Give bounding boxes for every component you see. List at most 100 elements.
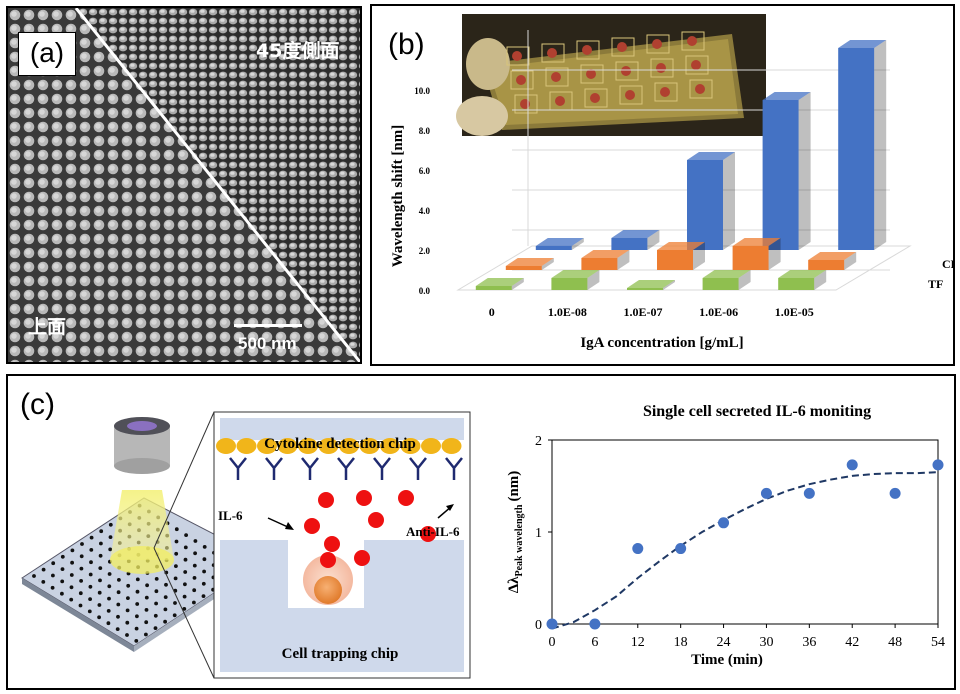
svg-text:ΔλPeak wavelength(nm): ΔλPeak wavelength(nm) bbox=[506, 471, 525, 594]
chip-hole bbox=[135, 589, 140, 594]
bar-iga bbox=[535, 238, 584, 250]
chip-hole bbox=[202, 569, 207, 574]
bar-tf bbox=[627, 280, 675, 290]
antibody bbox=[409, 457, 427, 480]
chip-hole bbox=[89, 560, 93, 565]
chip-hole bbox=[135, 614, 139, 619]
scale-bar-label: 500 nm bbox=[238, 334, 297, 353]
chip-hole bbox=[163, 595, 168, 599]
chip-hole bbox=[174, 527, 179, 532]
chip-hole bbox=[163, 607, 168, 612]
chip-hole bbox=[125, 608, 130, 613]
data-point bbox=[889, 487, 901, 499]
chip-hole bbox=[173, 601, 177, 605]
chip-hole bbox=[192, 600, 196, 605]
bar-crp bbox=[732, 238, 781, 270]
chip-hole bbox=[78, 603, 83, 608]
x-tick-label: 0 bbox=[489, 305, 495, 319]
chip-hole bbox=[32, 574, 36, 578]
bottom-chip-label: Cell trapping chip bbox=[281, 646, 399, 662]
chip-hole bbox=[126, 596, 130, 600]
gold-nanoparticle bbox=[380, 438, 400, 454]
data-point bbox=[589, 618, 601, 630]
chip-hole bbox=[70, 548, 75, 553]
bar-crp bbox=[505, 258, 554, 270]
chip-hole bbox=[125, 620, 130, 625]
chip-hole bbox=[192, 563, 197, 568]
objective-lens bbox=[114, 417, 170, 474]
gold-nanoparticle bbox=[318, 438, 339, 454]
chip-hole bbox=[97, 615, 101, 620]
chip-hole bbox=[97, 603, 102, 607]
chip-hole bbox=[41, 580, 46, 584]
chip-photo bbox=[456, 14, 766, 136]
chip-hole bbox=[134, 639, 139, 643]
chip-hole bbox=[154, 589, 159, 594]
photo-spot bbox=[652, 39, 662, 49]
photo-cell bbox=[510, 70, 534, 90]
il6-label: IL-6 bbox=[218, 508, 243, 523]
il6-molecule bbox=[304, 518, 320, 534]
x-tick-label: 12 bbox=[631, 635, 645, 650]
x-tick-label: 6 bbox=[591, 635, 598, 650]
chip-hole bbox=[135, 602, 140, 606]
bar-tf bbox=[778, 270, 827, 290]
antibody bbox=[445, 457, 463, 480]
chip-hole bbox=[163, 619, 168, 624]
chip-hole bbox=[192, 588, 197, 593]
chip-hole bbox=[69, 573, 74, 577]
chip-hole bbox=[116, 614, 120, 619]
chip-hole bbox=[60, 554, 65, 559]
chip-hole bbox=[99, 529, 104, 534]
gold-nanoparticle bbox=[257, 438, 277, 454]
chip-hole bbox=[98, 578, 102, 583]
chip-hole bbox=[60, 567, 65, 571]
bar-iga bbox=[762, 92, 811, 250]
chip-hole bbox=[126, 583, 131, 588]
panel-c-label: (c) bbox=[20, 388, 55, 421]
x-tick-label: 18 bbox=[674, 635, 688, 650]
photo-cell bbox=[506, 46, 530, 66]
x-tick-label: 1.0E-07 bbox=[624, 305, 663, 319]
photo-cell bbox=[685, 55, 709, 75]
bar-crp bbox=[581, 250, 630, 270]
x-tick-label: 54 bbox=[931, 635, 945, 650]
chip-hole bbox=[154, 601, 159, 606]
antibody bbox=[337, 457, 355, 480]
x-tick-label: 30 bbox=[759, 635, 773, 650]
data-point bbox=[760, 487, 772, 499]
gold-nanoparticle bbox=[421, 438, 441, 454]
y-tick-label: 2.0 bbox=[419, 246, 431, 256]
x-axis-title: Time (min) bbox=[691, 652, 763, 668]
il6-scatter-chart: Single cell secreted IL-6 moniting Time … bbox=[506, 403, 945, 668]
chip-hole bbox=[99, 541, 103, 546]
chip-hole bbox=[201, 581, 206, 586]
data-point bbox=[803, 487, 815, 499]
chip-hole bbox=[153, 613, 158, 618]
il6-molecule bbox=[398, 490, 414, 506]
photo-spot bbox=[691, 60, 701, 70]
y-tick-label: 0 bbox=[535, 618, 542, 633]
photo-spot bbox=[586, 69, 596, 79]
photo-cell bbox=[584, 88, 608, 108]
chip-hole bbox=[108, 522, 113, 527]
chip-hole bbox=[182, 594, 187, 599]
chip-hole bbox=[134, 626, 139, 631]
chip-hole bbox=[70, 560, 74, 565]
light-beam bbox=[110, 490, 174, 560]
panel-b-label: (b) bbox=[388, 28, 425, 61]
photo-spot bbox=[660, 87, 670, 97]
chip-hole bbox=[193, 539, 198, 543]
chip-hole bbox=[174, 564, 178, 568]
chip-hole bbox=[164, 582, 168, 587]
chip-hole bbox=[80, 542, 84, 546]
chip-hole bbox=[172, 613, 177, 618]
photo-spot bbox=[516, 75, 526, 85]
y-tick-label: 10.0 bbox=[414, 86, 430, 96]
photo-cell bbox=[545, 67, 569, 87]
bar-tf bbox=[702, 270, 751, 290]
photo-spot bbox=[687, 36, 697, 46]
photo-spot bbox=[555, 96, 565, 106]
chip-hole bbox=[97, 590, 102, 595]
panel-c: (c) bbox=[6, 374, 956, 690]
